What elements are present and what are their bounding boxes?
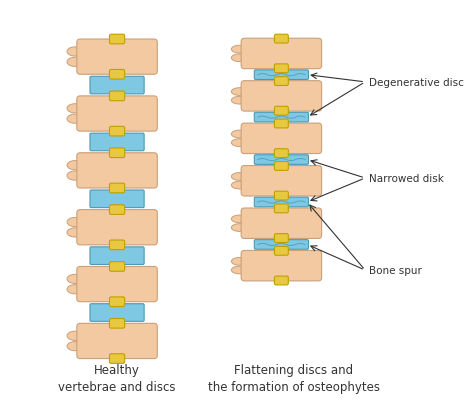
Ellipse shape: [67, 58, 83, 67]
Ellipse shape: [67, 218, 83, 227]
Ellipse shape: [67, 115, 83, 124]
Ellipse shape: [231, 182, 247, 190]
Text: Narrowed disk: Narrowed disk: [369, 174, 444, 183]
FancyBboxPatch shape: [90, 190, 144, 208]
Ellipse shape: [231, 173, 247, 181]
FancyBboxPatch shape: [274, 234, 288, 243]
FancyBboxPatch shape: [274, 35, 288, 44]
Ellipse shape: [67, 228, 83, 237]
Ellipse shape: [67, 172, 83, 181]
FancyBboxPatch shape: [241, 81, 322, 112]
FancyBboxPatch shape: [274, 120, 288, 129]
FancyBboxPatch shape: [274, 276, 288, 285]
FancyBboxPatch shape: [255, 113, 309, 123]
Ellipse shape: [231, 266, 247, 274]
FancyBboxPatch shape: [274, 77, 288, 86]
FancyBboxPatch shape: [274, 65, 288, 73]
FancyBboxPatch shape: [274, 247, 288, 256]
Ellipse shape: [67, 285, 83, 294]
FancyBboxPatch shape: [274, 162, 288, 171]
FancyBboxPatch shape: [274, 205, 288, 213]
FancyBboxPatch shape: [109, 241, 125, 250]
FancyBboxPatch shape: [109, 297, 125, 307]
FancyBboxPatch shape: [77, 210, 157, 245]
FancyBboxPatch shape: [109, 354, 125, 363]
FancyBboxPatch shape: [77, 267, 157, 302]
Ellipse shape: [67, 331, 83, 341]
Text: Healthy
vertebrae and discs: Healthy vertebrae and discs: [58, 363, 176, 393]
Text: Bone spur: Bone spur: [369, 265, 422, 275]
Ellipse shape: [231, 139, 247, 147]
FancyBboxPatch shape: [109, 262, 125, 272]
Ellipse shape: [67, 342, 83, 351]
FancyBboxPatch shape: [241, 209, 322, 239]
Ellipse shape: [231, 215, 247, 223]
FancyBboxPatch shape: [274, 107, 288, 116]
FancyBboxPatch shape: [274, 192, 288, 200]
FancyBboxPatch shape: [241, 39, 322, 70]
Ellipse shape: [67, 161, 83, 171]
FancyBboxPatch shape: [109, 92, 125, 101]
FancyBboxPatch shape: [77, 97, 157, 132]
FancyBboxPatch shape: [255, 156, 309, 165]
FancyBboxPatch shape: [109, 70, 125, 80]
Ellipse shape: [231, 97, 247, 105]
FancyBboxPatch shape: [90, 304, 144, 322]
FancyBboxPatch shape: [241, 166, 322, 196]
Ellipse shape: [231, 46, 247, 54]
Text: Flattening discs and
the formation of osteophytes: Flattening discs and the formation of os…: [208, 363, 380, 393]
FancyBboxPatch shape: [109, 149, 125, 158]
FancyBboxPatch shape: [109, 319, 125, 328]
FancyBboxPatch shape: [255, 240, 309, 249]
Text: Degenerative disc: Degenerative disc: [369, 78, 464, 87]
FancyBboxPatch shape: [77, 153, 157, 188]
FancyBboxPatch shape: [274, 149, 288, 158]
Ellipse shape: [231, 224, 247, 232]
FancyBboxPatch shape: [109, 127, 125, 136]
FancyBboxPatch shape: [109, 184, 125, 193]
FancyBboxPatch shape: [255, 198, 309, 207]
FancyBboxPatch shape: [77, 40, 157, 75]
Ellipse shape: [67, 275, 83, 284]
FancyBboxPatch shape: [109, 205, 125, 215]
Ellipse shape: [231, 89, 247, 96]
FancyBboxPatch shape: [90, 134, 144, 151]
FancyBboxPatch shape: [241, 251, 322, 281]
FancyBboxPatch shape: [241, 124, 322, 154]
Ellipse shape: [231, 55, 247, 62]
Ellipse shape: [67, 104, 83, 114]
FancyBboxPatch shape: [77, 324, 157, 359]
FancyBboxPatch shape: [109, 35, 125, 45]
Ellipse shape: [231, 131, 247, 139]
FancyBboxPatch shape: [90, 77, 144, 95]
FancyBboxPatch shape: [90, 247, 144, 265]
FancyBboxPatch shape: [255, 71, 309, 80]
Ellipse shape: [231, 258, 247, 266]
Ellipse shape: [67, 48, 83, 57]
